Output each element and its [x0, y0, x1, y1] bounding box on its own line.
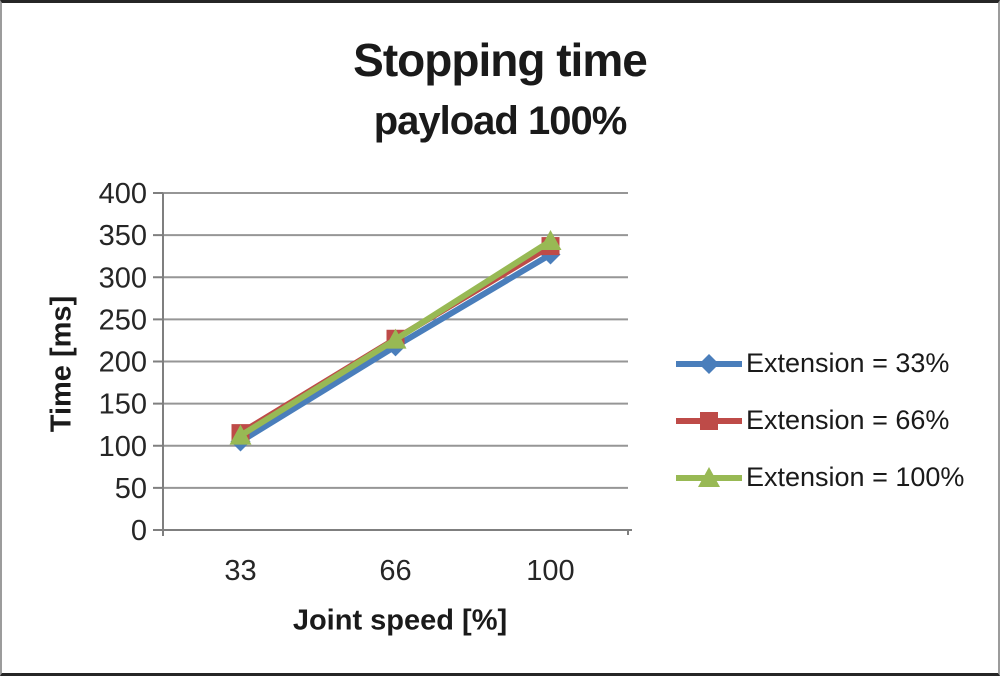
x-tick-label: 33 [224, 555, 256, 587]
legend-label: Extension = 33% [746, 348, 950, 378]
data-point-2-2 [539, 230, 562, 251]
legend-item: Extension = 100% [674, 449, 964, 506]
data-point-2-0 [229, 424, 252, 445]
plot-area: 0 50 100 150 200 250 300 350 400 33 66 100 [99, 178, 632, 587]
legend-marker-shape [698, 466, 720, 487]
legend-marker-shape [700, 411, 718, 430]
legend-item: Extension = 33% [674, 335, 964, 392]
y-tick-label: 150 [99, 389, 147, 421]
legend: Extension = 33% Extension = 66% Extensio… [674, 335, 964, 506]
y-tick-label: 200 [99, 347, 147, 379]
legend-marker-triangle-icon [676, 466, 742, 487]
x-tick-label: 100 [526, 555, 574, 587]
data-point-2-1 [384, 328, 407, 349]
y-tick-label: 50 [115, 473, 147, 505]
legend-item: Extension = 66% [674, 392, 964, 449]
y-tick-label: 250 [99, 304, 147, 336]
chart-title: Stopping time [353, 34, 648, 86]
legend-marker-shape [699, 353, 719, 374]
y-tick-label: 350 [99, 220, 147, 252]
x-tick-label: 66 [379, 555, 411, 587]
y-tick-label: 300 [99, 262, 147, 294]
legend-marker-square-icon [676, 411, 742, 430]
legend-label: Extension = 66% [746, 405, 950, 435]
y-tick-label: 100 [99, 431, 147, 463]
legend-marker-diamond-icon [676, 353, 742, 374]
x-axis-title: Joint speed [%] [292, 604, 508, 637]
chart-subtitle: payload 100% [373, 99, 628, 143]
y-tick-label: 400 [99, 178, 147, 210]
y-tick-label: 0 [131, 515, 147, 547]
legend-label: Extension = 100% [746, 462, 965, 492]
y-axis-title: Time [ms] [45, 295, 78, 433]
